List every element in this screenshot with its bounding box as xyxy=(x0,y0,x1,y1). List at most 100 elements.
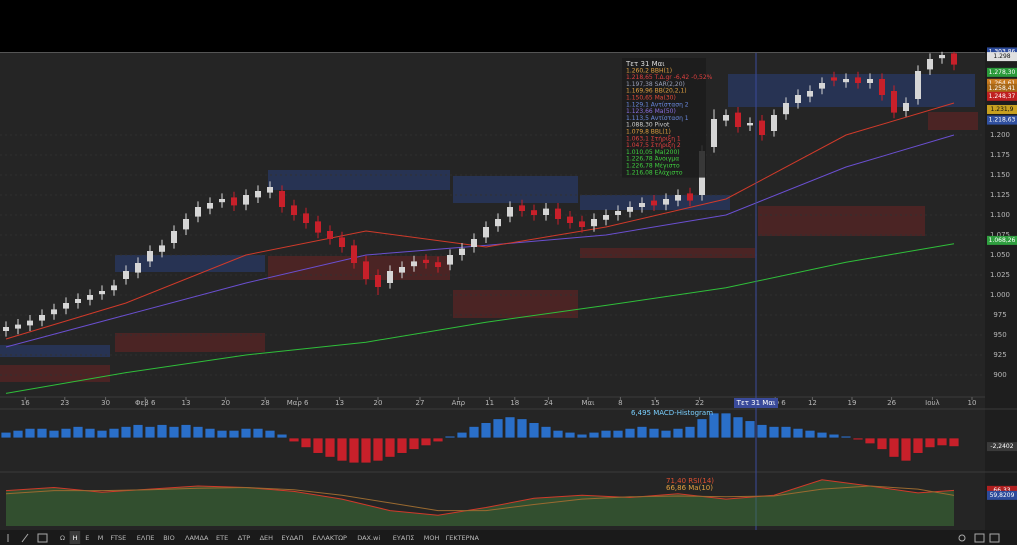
candle-body xyxy=(891,91,897,113)
histogram-bar xyxy=(648,427,660,439)
icon[interactable] xyxy=(37,533,48,543)
histogram-bar xyxy=(600,429,612,439)
x-tick-label: 10 xyxy=(968,399,977,407)
candle-body xyxy=(351,245,357,263)
toolbar-tab-selected[interactable] xyxy=(69,531,81,544)
histogram-bar xyxy=(780,426,792,439)
price-flag xyxy=(987,67,1017,77)
plot-area xyxy=(0,51,985,394)
histogram-bar xyxy=(408,437,420,450)
candle-body xyxy=(723,115,729,121)
info-panel-bg xyxy=(622,58,706,178)
icon[interactable] xyxy=(21,533,29,543)
toolbar-tab[interactable]: ΕΛΛΑΚΤΩΡ xyxy=(312,534,347,542)
toolbar-tab[interactable]: ΓΕΚΤΕΡΝΑ xyxy=(446,534,480,542)
toolbar-tab[interactable]: ΜΟΗ xyxy=(424,534,440,542)
line xyxy=(5,102,955,340)
toolbar-tab[interactable]: ΛΑΜΔΑ xyxy=(185,534,209,542)
candle-body xyxy=(171,231,177,243)
candle-body xyxy=(327,231,333,239)
toolbar-tab[interactable]: Ω xyxy=(60,534,65,542)
candle-body xyxy=(39,315,45,321)
toolbar-tab[interactable]: Μ xyxy=(98,534,104,542)
y-tick-label: 1.050 xyxy=(990,251,1010,259)
histogram-bar xyxy=(120,426,132,439)
candle-body xyxy=(579,221,585,227)
price-flag-label: 1.068,26 xyxy=(989,237,1016,244)
candle-body xyxy=(123,271,129,279)
price-flag xyxy=(987,83,1017,93)
histogram-bar xyxy=(948,437,960,448)
candle-body xyxy=(255,191,261,198)
candle-body xyxy=(927,59,933,70)
toolbar-tab[interactable]: FTSE xyxy=(110,534,126,542)
histogram-bar xyxy=(804,429,816,439)
price-flag-label: 1.231,9 xyxy=(991,106,1014,113)
histogram-bar xyxy=(720,412,732,439)
histogram-bar xyxy=(864,437,876,445)
price-flag-label: 66,33 xyxy=(993,487,1010,494)
histogram-bar xyxy=(324,437,336,458)
toolbar-tab[interactable]: ΔΤΡ xyxy=(238,534,250,542)
histogram-bar xyxy=(672,427,684,439)
price-flag-label: -2,2402 xyxy=(990,443,1013,450)
toolbar-tab[interactable]: ΕΤΕ xyxy=(216,534,228,542)
histogram-bar xyxy=(612,429,624,439)
histogram-bar xyxy=(924,437,936,449)
toolbar-tab[interactable]: ΔΕΗ xyxy=(260,534,274,542)
candle-body xyxy=(159,245,165,252)
icon[interactable] xyxy=(989,533,1000,543)
info-line: 1.123,66 Ma(50) xyxy=(626,108,676,115)
top-band xyxy=(0,0,1017,52)
candle-body xyxy=(879,79,885,95)
histogram-bar xyxy=(240,427,252,439)
toolbar-tab[interactable]: DAX.wi xyxy=(357,534,380,542)
candle-body xyxy=(639,203,645,207)
candle-body xyxy=(435,262,441,267)
icon[interactable] xyxy=(974,533,985,543)
candle-body xyxy=(375,275,381,287)
y-tick-label: 1.150 xyxy=(990,171,1010,179)
toolbar-tab[interactable]: ΕΛΠΕ xyxy=(137,534,155,542)
x-tick-label: Ιουλ xyxy=(925,399,940,407)
price-flag-label: 59,8209 xyxy=(990,492,1015,499)
x-tick-label: 26 xyxy=(887,399,896,407)
icon[interactable] xyxy=(958,534,966,542)
histogram-bar xyxy=(900,437,912,462)
x-tick-label: 20 xyxy=(221,399,230,407)
candle-body xyxy=(783,103,789,115)
x-tick-label: 27 xyxy=(416,399,425,407)
panel-label: 66,86 Ma(10) xyxy=(666,484,713,492)
toolbar-tab[interactable]: ΒΙΟ xyxy=(163,534,175,542)
histogram-bar xyxy=(432,437,444,443)
histogram-bar xyxy=(84,427,96,439)
histogram-bar xyxy=(312,437,324,454)
candle-body xyxy=(195,207,201,217)
x-tick-label: 19 xyxy=(848,399,857,407)
histogram-bar xyxy=(144,426,156,439)
histogram-bar xyxy=(72,426,84,439)
histogram-bar xyxy=(528,422,540,439)
toolbar-tab[interactable]: Η xyxy=(73,534,78,542)
price-flag-label: 1.264,61 xyxy=(989,80,1016,87)
histogram-bar xyxy=(684,426,696,439)
info-line: 1.218,65 T.Δ.gr -6,42 -0,52% xyxy=(626,74,713,81)
candle-body xyxy=(903,103,909,111)
candle-body xyxy=(807,91,813,97)
candle-body xyxy=(915,71,921,99)
candle-body xyxy=(411,261,417,267)
x-tick-label: 15 xyxy=(651,399,660,407)
histogram-bar xyxy=(828,433,840,439)
candle-body xyxy=(147,251,153,262)
toolbar-tab[interactable]: ΕΥΔΑΠ xyxy=(281,534,303,542)
candle-body xyxy=(759,120,765,135)
y-tick-label: 1.175 xyxy=(990,151,1010,159)
toolbar-tab[interactable]: Ε xyxy=(85,534,89,542)
histogram-bar xyxy=(180,424,192,439)
x-tick-label: 30 xyxy=(101,399,110,407)
candle-body xyxy=(51,309,57,315)
toolbar-tab[interactable]: ΕΥΑΠΣ xyxy=(393,534,415,542)
histogram-bar xyxy=(228,429,240,439)
candle-body xyxy=(303,213,309,223)
